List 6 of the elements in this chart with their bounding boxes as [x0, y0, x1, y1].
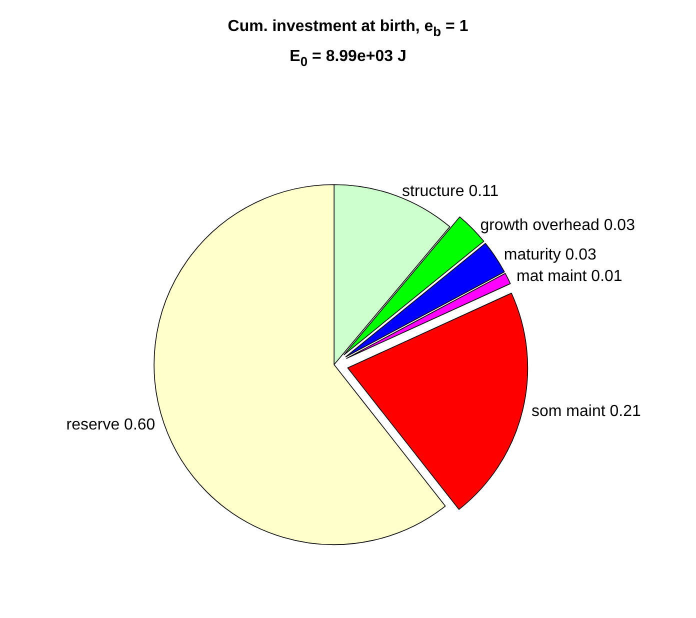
slice-label: som maint 0.21 — [532, 402, 641, 420]
slice-label: reserve 0.60 — [66, 416, 156, 434]
slice-label: structure 0.11 — [402, 183, 499, 200]
slice-label: mat maint 0.01 — [516, 268, 622, 286]
slice-label: growth overhead 0.03 — [480, 217, 636, 234]
slice-label: maturity 0.03 — [504, 246, 597, 264]
